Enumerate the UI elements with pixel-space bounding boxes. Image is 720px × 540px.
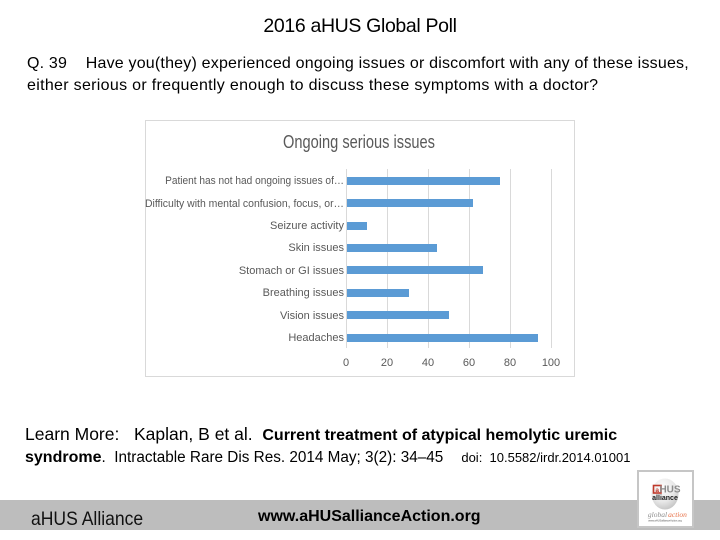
svg-text:global: global bbox=[648, 510, 667, 519]
svg-text:HUS: HUS bbox=[659, 485, 680, 496]
svg-text:www.aHUSallianceAction.org: www.aHUSallianceAction.org bbox=[648, 519, 682, 523]
svg-text:alliance: alliance bbox=[652, 495, 678, 502]
svg-text:action: action bbox=[668, 510, 687, 519]
svg-text:a: a bbox=[655, 487, 659, 494]
